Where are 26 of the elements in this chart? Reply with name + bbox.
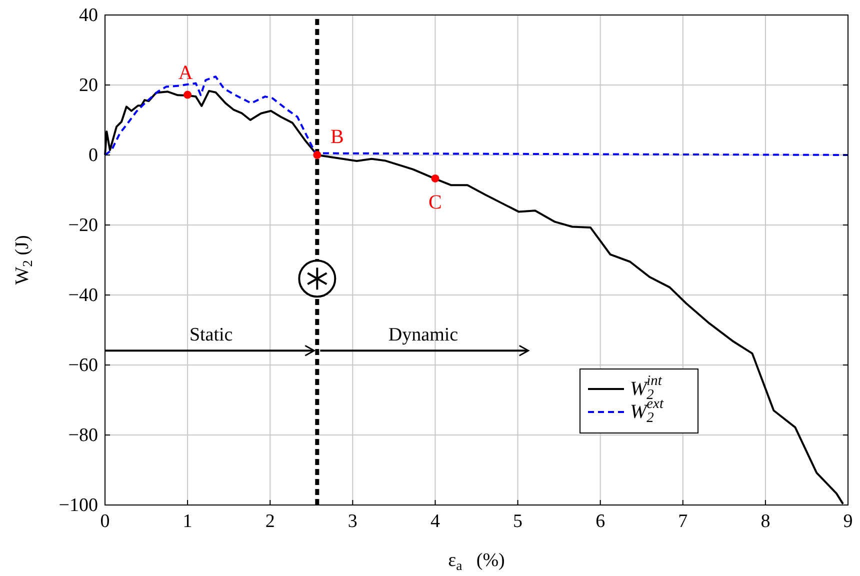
- x-tick-label: 1: [182, 511, 192, 532]
- y-tick-label: −20: [68, 215, 98, 236]
- annotation: B: [330, 126, 344, 148]
- x-tick-label: 9: [843, 511, 853, 532]
- y-tick-label: −100: [58, 495, 98, 516]
- annotation: A: [178, 62, 194, 84]
- x-tick-label: 4: [430, 511, 440, 532]
- annotation: Static: [189, 324, 233, 346]
- x-tick-label: 8: [760, 511, 770, 532]
- point: [184, 90, 192, 99]
- x-axis-title: ε$_{a}$ (%): [448, 550, 505, 574]
- y-tick-label: 0: [88, 145, 98, 166]
- annotation: C: [428, 191, 442, 214]
- annotation: Dynamic: [388, 324, 458, 346]
- y-tick-label: 40: [79, 5, 98, 26]
- point: [313, 151, 322, 159]
- x-tick-label: 3: [348, 511, 358, 532]
- x-tick-label: 5: [513, 511, 523, 532]
- point: [431, 174, 440, 182]
- y-tick-label: −40: [68, 285, 98, 306]
- y-tick-label: −60: [68, 355, 98, 376]
- x-tick-label: 7: [678, 511, 688, 532]
- x-tick-label: 6: [596, 511, 606, 532]
- x-tick-label: 2: [265, 511, 275, 532]
- y-tick-label: 20: [79, 75, 98, 96]
- y-tick-label: −80: [68, 425, 98, 446]
